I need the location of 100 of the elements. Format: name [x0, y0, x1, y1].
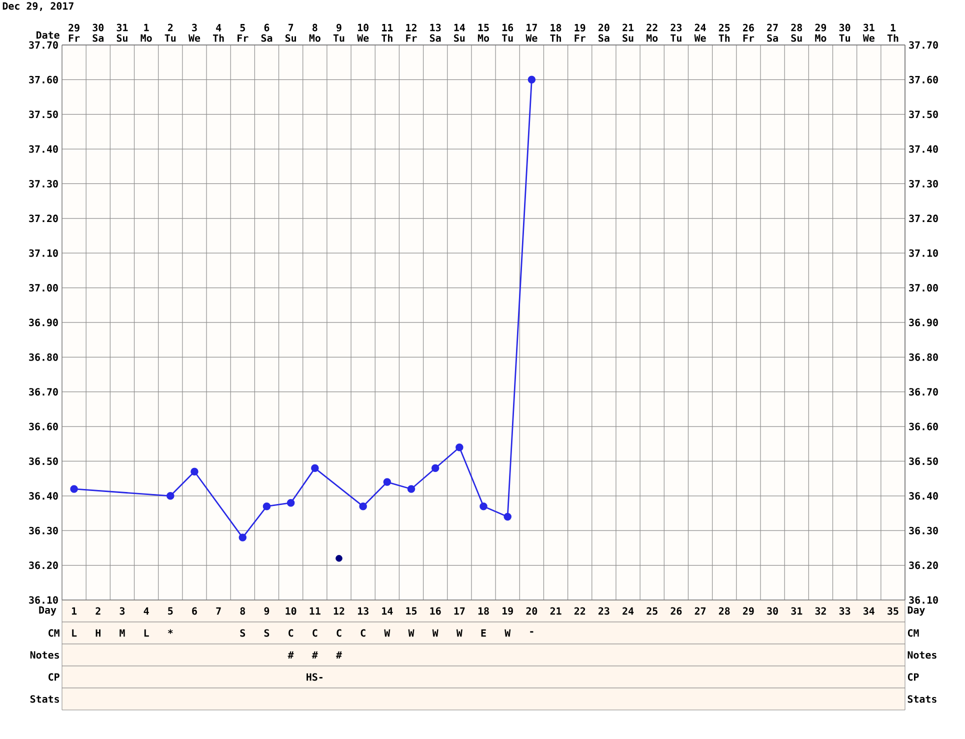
- text: 24 We: [694, 24, 706, 42]
- x-tick-label: 17: [454, 607, 465, 615]
- x-tick-label: 21: [550, 607, 562, 615]
- text: S: [240, 629, 246, 637]
- text: 18 Th: [550, 24, 562, 42]
- text: 6 Sa: [261, 24, 272, 42]
- y-tick-label: 36.30: [29, 526, 58, 534]
- text: 7 Su: [285, 24, 296, 42]
- y-tick-label: 36.20: [29, 562, 58, 570]
- point: [166, 492, 174, 500]
- y2-tick-label: 36.40: [909, 492, 938, 500]
- text: S: [264, 629, 270, 637]
- text: 8 Mo: [309, 24, 320, 42]
- x-tick-label: 14: [382, 607, 393, 615]
- text: 29 Fr: [68, 24, 80, 42]
- x-tick-label: 28: [718, 607, 730, 615]
- text: CM: [48, 629, 60, 637]
- y-tick-label: 36.50: [29, 457, 58, 466]
- y2-tick-label: 37.00: [909, 284, 938, 292]
- text: #: [288, 651, 294, 659]
- y2-tick-label: 36.10: [909, 596, 938, 604]
- text: L: [72, 629, 77, 637]
- text: 12 Fr: [406, 24, 417, 42]
- text: W: [504, 629, 511, 637]
- point: [528, 76, 536, 84]
- y-tick-label: 37.50: [29, 110, 58, 118]
- text: 1 Th: [887, 24, 898, 42]
- text: E: [481, 629, 486, 637]
- x-tick-label: 34: [863, 607, 874, 615]
- x-tick-label: 11: [310, 607, 320, 615]
- text: Day: [39, 606, 56, 616]
- text: 20 Sa: [598, 24, 610, 42]
- text: 25 Th: [718, 24, 730, 42]
- y2-tick-label: 36.60: [909, 422, 938, 430]
- y2-tick-label: 37.50: [909, 110, 938, 118]
- y2-tick-label: 36.30: [909, 526, 938, 534]
- text: -: [530, 631, 534, 633]
- text: W: [408, 629, 414, 637]
- text: CM: [908, 629, 919, 637]
- x-tick-label: 12: [334, 607, 344, 615]
- y-tick-label: 37.60: [29, 76, 58, 84]
- text: C: [312, 629, 318, 637]
- x-tick-label: 25: [646, 607, 658, 615]
- x-tick-label: 9: [264, 607, 270, 615]
- point: [456, 443, 464, 452]
- x-tick-label: 16: [430, 607, 441, 615]
- text: 26 Fr: [743, 24, 754, 42]
- x-tick-label: 5: [168, 607, 173, 615]
- x-tick-label: 15: [406, 607, 417, 615]
- text: *: [168, 629, 173, 634]
- y2-tick-label: 37.10: [909, 249, 938, 257]
- y2-tick-label: 37.60: [909, 76, 938, 84]
- x-tick-label: 20: [526, 607, 538, 615]
- point: [407, 485, 416, 493]
- text: 4 Th: [213, 24, 224, 42]
- y-tick-label: 37.20: [29, 214, 58, 222]
- point: [190, 468, 198, 476]
- x-tick-label: 1: [72, 607, 77, 615]
- text: 13 Sa: [430, 24, 441, 42]
- x-tick-label: 10: [286, 607, 296, 615]
- x-tick-label: 24: [622, 607, 634, 615]
- text: 31 We: [862, 24, 874, 42]
- text: Stats: [908, 695, 936, 703]
- y2-tick-label: 37.30: [909, 180, 938, 188]
- point: [238, 534, 247, 542]
- y2-tick-label: 36.90: [909, 318, 938, 326]
- text: 5 Fr: [238, 24, 248, 42]
- text: W: [384, 629, 390, 637]
- x-tick-label: 18: [478, 607, 489, 615]
- text: 21 Su: [622, 24, 634, 42]
- y2-tick-label: 36.20: [909, 562, 938, 570]
- text: 23 Tu: [670, 24, 682, 42]
- x-tick-label: 19: [502, 607, 513, 615]
- text: #: [312, 651, 318, 659]
- x-tick-label: 2: [96, 607, 100, 615]
- text: 14 Su: [454, 24, 465, 42]
- x-tick-label: 3: [120, 607, 125, 615]
- text: 30 Tu: [839, 24, 850, 42]
- text: 3 We: [188, 24, 200, 42]
- text: 1 Mo: [140, 24, 152, 42]
- text: 28 Su: [791, 24, 802, 42]
- text: Notes: [908, 651, 936, 659]
- y-tick-label: 37.10: [29, 249, 58, 257]
- y2-tick-label: 37.40: [909, 145, 938, 153]
- text: CP: [908, 673, 919, 681]
- y-tick-label: 37.30: [29, 180, 58, 188]
- chart-title: Dec 29, 2017: [2, 2, 74, 11]
- text: CP: [48, 673, 60, 681]
- x-tick-label: 7: [216, 607, 221, 615]
- text: #: [336, 651, 342, 659]
- text: 11 Th: [382, 24, 393, 42]
- text: C: [336, 629, 342, 637]
- y-tick-label: 37.00: [29, 284, 58, 292]
- y-tick-label: 36.60: [29, 422, 58, 430]
- point: [480, 502, 488, 510]
- x-tick-label: 6: [192, 607, 197, 615]
- text: 30 Sa: [92, 24, 104, 42]
- text: 9 Tu: [333, 24, 344, 42]
- point: [431, 464, 440, 472]
- text: HS-: [306, 673, 322, 681]
